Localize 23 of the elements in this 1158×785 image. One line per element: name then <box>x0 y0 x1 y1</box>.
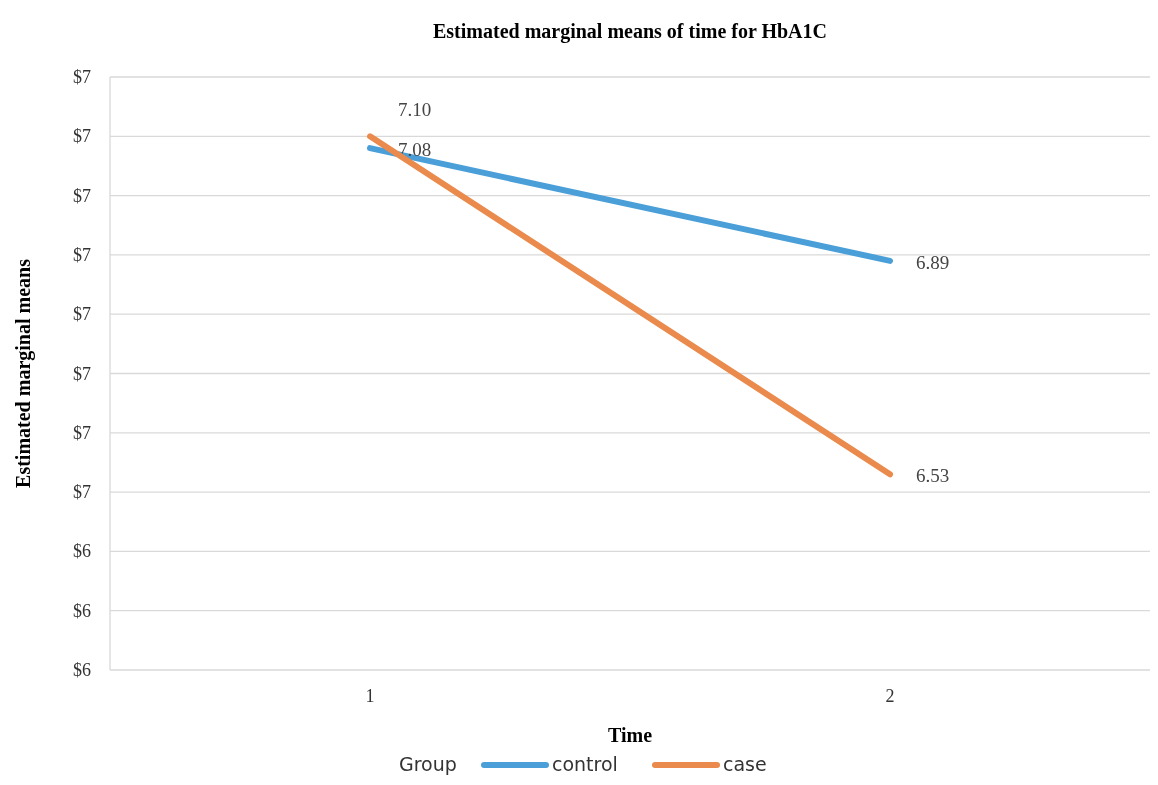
y-tick-label: $7 <box>73 422 91 443</box>
y-tick-label: $7 <box>73 126 91 147</box>
y-tick-label: $7 <box>73 482 91 503</box>
legend-label: control <box>552 753 618 775</box>
data-label: 6.89 <box>916 251 950 273</box>
legend-title: Group <box>399 753 457 775</box>
data-label: 7.10 <box>398 99 432 121</box>
data-label: 7.08 <box>398 139 432 161</box>
x-tick-label: 2 <box>885 686 895 706</box>
y-tick-label: $7 <box>73 67 91 87</box>
chart-title: Estimated marginal means of time for HbA1C <box>432 20 828 43</box>
y-tick-label: $6 <box>73 600 91 621</box>
data-label: 6.53 <box>916 465 950 487</box>
y-tick-label: $6 <box>73 541 91 562</box>
legend-label: case <box>723 753 767 775</box>
y-tick-label: $7 <box>73 363 91 384</box>
y-tick-label: $7 <box>73 185 91 206</box>
y-tick-label: $6 <box>73 660 91 680</box>
x-axis-title: Time <box>607 724 653 746</box>
y-axis-title: Estimated marginal means <box>12 258 35 488</box>
y-tick-label: $7 <box>73 304 91 325</box>
x-tick-label: 1 <box>365 686 375 706</box>
y-tick-label: $7 <box>73 244 91 265</box>
